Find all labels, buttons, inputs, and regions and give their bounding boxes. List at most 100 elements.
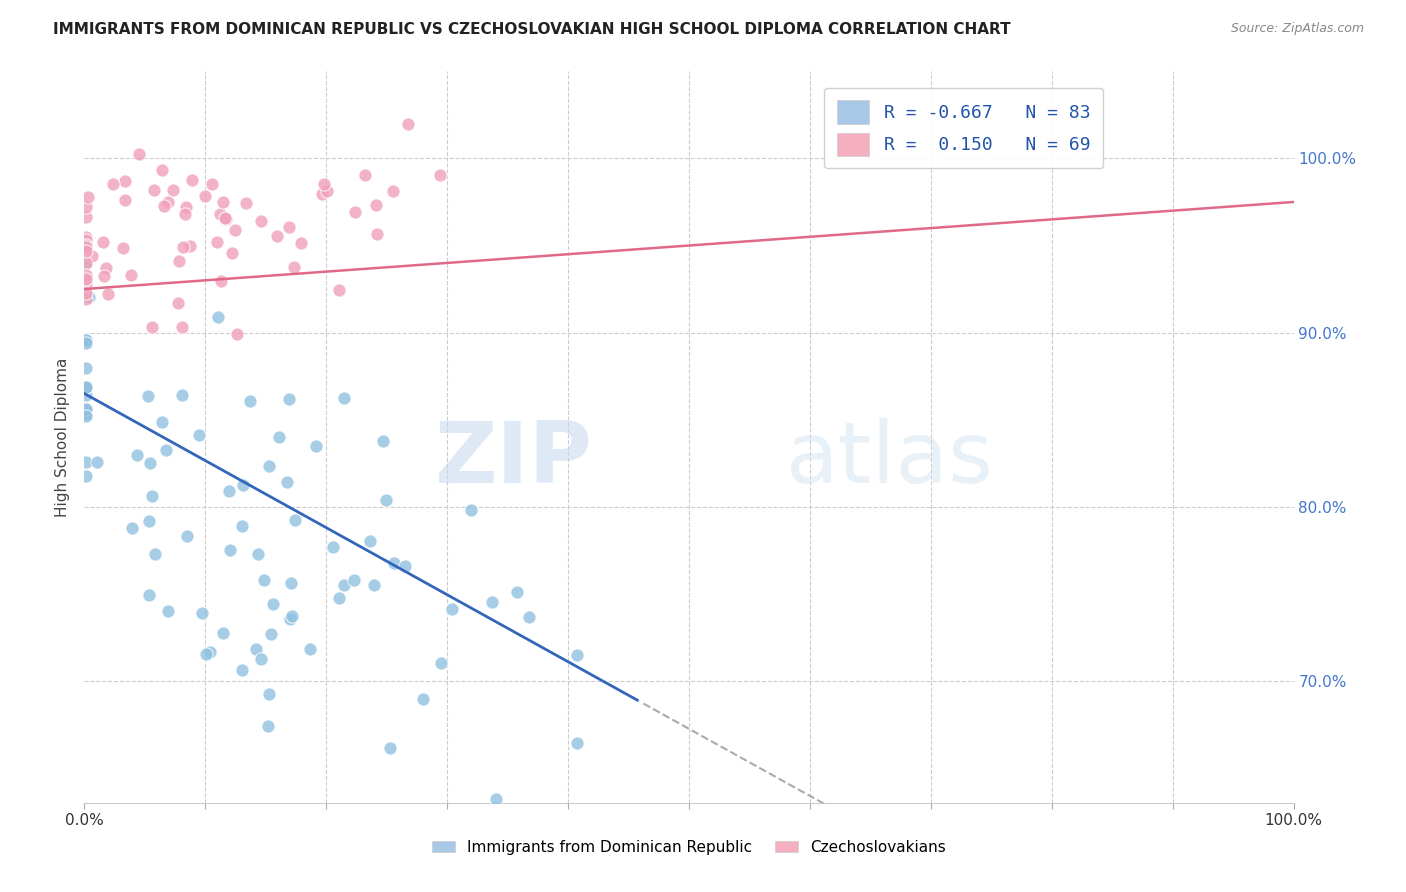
Legend: Immigrants from Dominican Republic, Czechoslovakians: Immigrants from Dominican Republic, Czec…: [426, 834, 952, 861]
Point: [93, 235, 115, 249]
Point: [75, 333, 97, 347]
Point: [311, 187, 333, 202]
Point: [517, 610, 540, 624]
Point: [366, 227, 388, 241]
Point: [75, 409, 97, 424]
Point: [211, 625, 233, 640]
Point: [269, 429, 291, 443]
Point: [214, 211, 236, 225]
Point: [141, 489, 163, 503]
Point: [235, 196, 257, 211]
Point: [75, 336, 97, 351]
Point: [112, 241, 135, 255]
Point: [262, 597, 284, 611]
Point: [207, 310, 229, 324]
Point: [139, 456, 162, 470]
Point: [103, 177, 125, 191]
Point: [75, 333, 97, 347]
Text: Source: ZipAtlas.com: Source: ZipAtlas.com: [1230, 22, 1364, 36]
Point: [75, 233, 97, 247]
Point: [170, 320, 193, 334]
Point: [247, 547, 270, 561]
Point: [257, 719, 280, 733]
Point: [394, 558, 416, 573]
Point: [441, 602, 464, 616]
Point: [280, 576, 302, 591]
Point: [75, 405, 97, 419]
Point: [75, 255, 97, 269]
Point: [75, 211, 97, 225]
Point: [181, 173, 204, 187]
Point: [332, 391, 354, 405]
Point: [382, 557, 405, 571]
Point: [75, 240, 97, 254]
Point: [77, 290, 100, 304]
Point: [75, 272, 97, 286]
Point: [162, 183, 184, 197]
Point: [231, 663, 253, 677]
Point: [284, 513, 307, 527]
Point: [93, 268, 115, 283]
Point: [150, 415, 173, 429]
Point: [75, 401, 97, 416]
Point: [354, 168, 377, 182]
Point: [250, 652, 273, 666]
Point: [305, 439, 328, 453]
Point: [174, 200, 197, 214]
Point: [316, 184, 339, 198]
Point: [143, 183, 166, 197]
Point: [152, 162, 174, 177]
Point: [506, 585, 529, 599]
Point: [221, 245, 243, 260]
Point: [332, 577, 354, 591]
Point: [75, 268, 97, 283]
Point: [278, 611, 301, 625]
Point: [396, 117, 419, 131]
Point: [218, 484, 240, 499]
Point: [312, 177, 335, 191]
Point: [257, 459, 280, 474]
Point: [259, 626, 281, 640]
Point: [179, 239, 201, 253]
Point: [173, 207, 195, 221]
Point: [322, 540, 344, 554]
Point: [75, 230, 97, 244]
Point: [75, 407, 97, 421]
Point: [80, 249, 103, 263]
Point: [565, 648, 588, 662]
Point: [75, 270, 97, 285]
Point: [328, 283, 350, 297]
Point: [364, 197, 387, 211]
Point: [231, 518, 253, 533]
Point: [75, 285, 97, 300]
Point: [75, 381, 97, 395]
Text: atlas: atlas: [786, 417, 994, 500]
Point: [75, 201, 97, 215]
Point: [245, 642, 267, 657]
Point: [156, 604, 179, 618]
Point: [77, 189, 100, 203]
Point: [359, 534, 381, 549]
Point: [75, 277, 97, 292]
Point: [75, 380, 97, 394]
Point: [191, 606, 214, 620]
Y-axis label: High School Diploma: High School Diploma: [55, 358, 70, 516]
Point: [276, 475, 298, 490]
Point: [209, 207, 232, 221]
Point: [290, 235, 312, 250]
Point: [75, 388, 97, 402]
Point: [343, 204, 366, 219]
Point: [299, 641, 322, 656]
Point: [120, 268, 142, 282]
Point: [156, 194, 179, 209]
Point: [143, 547, 166, 561]
Point: [136, 389, 159, 403]
Point: [114, 193, 136, 207]
Point: [155, 443, 177, 458]
Point: [153, 199, 176, 213]
Point: [201, 177, 224, 191]
Point: [429, 168, 451, 182]
Point: [281, 608, 304, 623]
Point: [75, 256, 97, 270]
Point: [75, 402, 97, 417]
